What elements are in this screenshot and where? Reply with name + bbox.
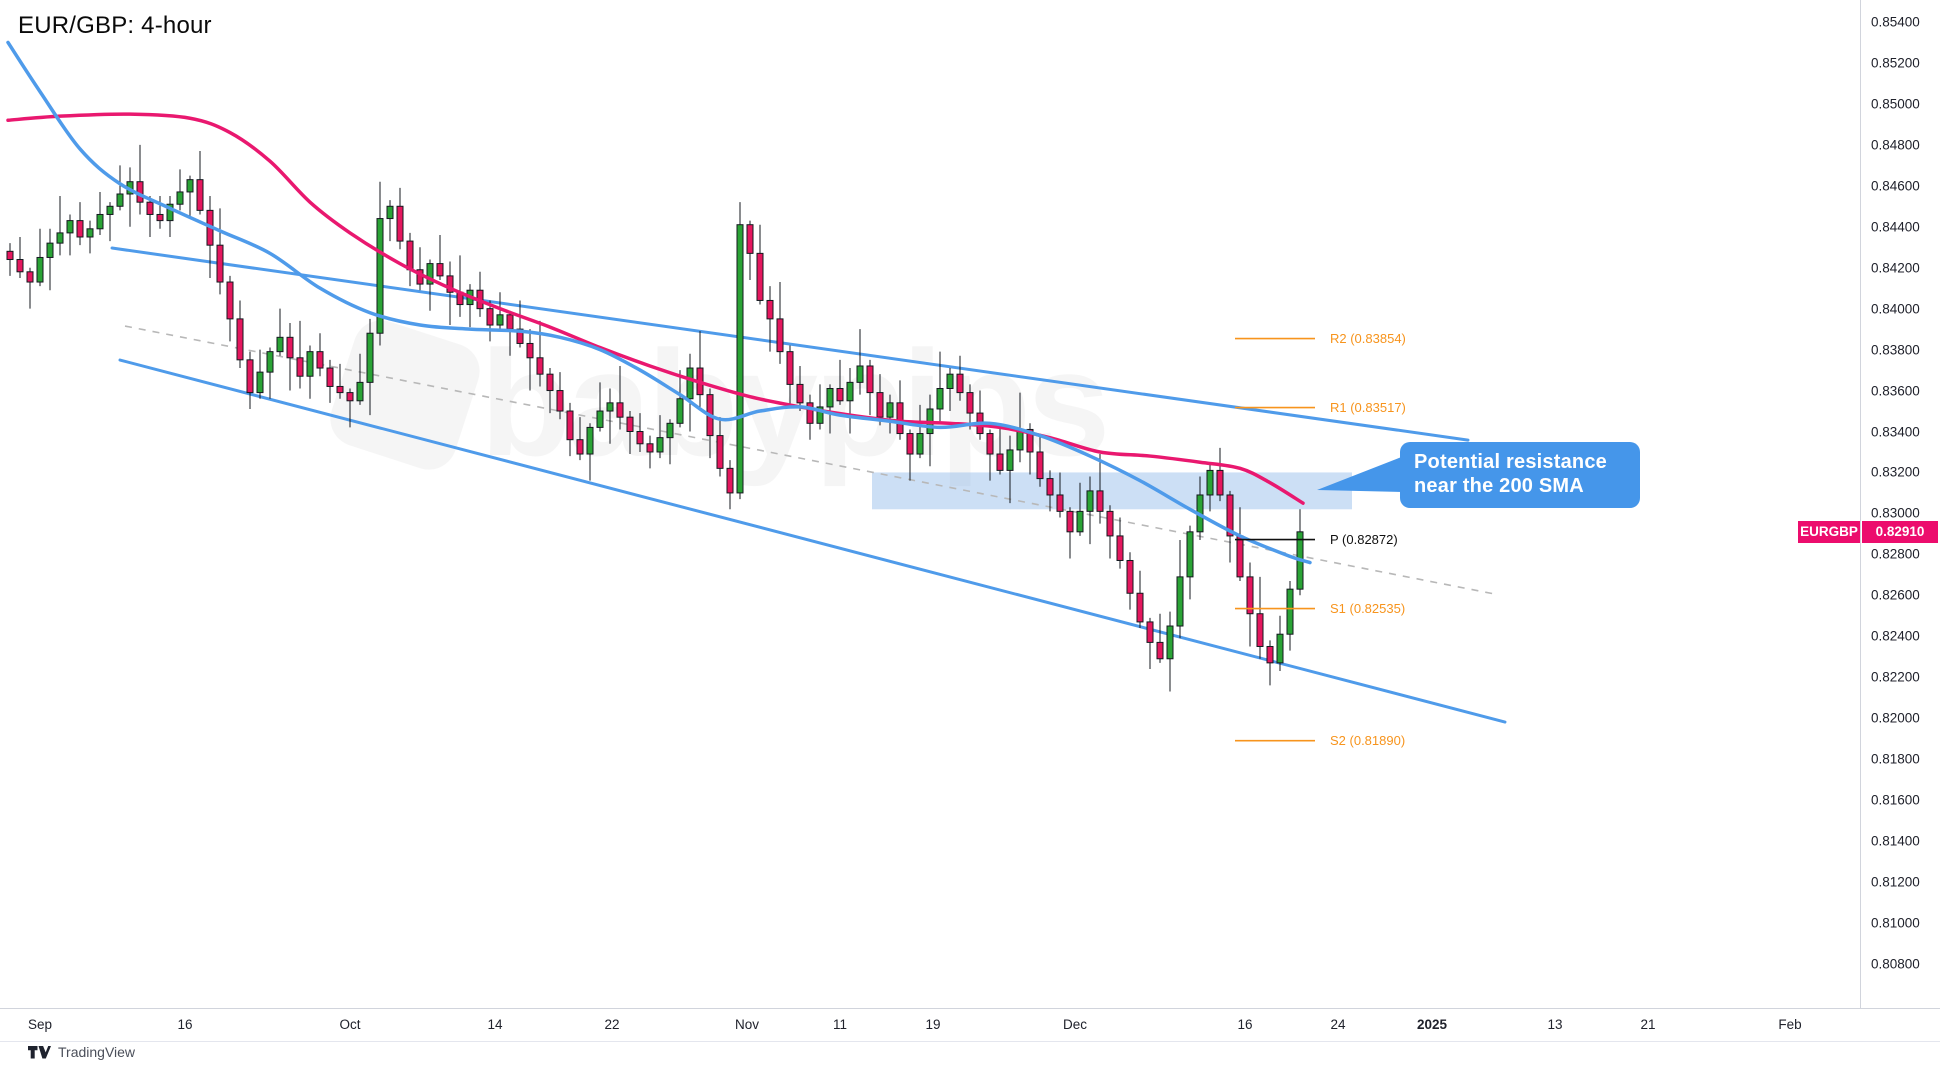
price-axis-label: 0.85000: [1871, 96, 1920, 112]
price-axis-label: 0.83600: [1871, 383, 1920, 399]
price-axis[interactable]: 0.85400 0.85200 0.85000 0.84800 0.84600 0.844…: [1860, 0, 1940, 1008]
sma-50-line[interactable]: [6, 40, 1312, 565]
price-axis-label: 0.82600: [1871, 587, 1920, 603]
svg-text:R2 (0.83854): R2 (0.83854): [1330, 331, 1406, 346]
time-axis-label: 19: [925, 1017, 941, 1032]
svg-text:P (0.82872): P (0.82872): [1330, 532, 1398, 547]
price-axis-label: 0.85200: [1871, 55, 1920, 71]
resistance-zone[interactable]: [872, 472, 1352, 510]
price-axis-label: 0.80800: [1871, 956, 1920, 972]
time-axis-label: 22: [604, 1017, 620, 1032]
channel-lower-trendline[interactable]: [118, 358, 1507, 724]
price-axis-label: 0.81600: [1871, 792, 1920, 808]
last-price-text: 0.82910: [1875, 524, 1925, 540]
pivot-level-S2[interactable]: S2 (0.81890): [1235, 733, 1405, 748]
price-axis-label: 0.85400: [1871, 14, 1920, 30]
price-axis-label: 0.84400: [1871, 219, 1920, 235]
tradingview-brand-text: TradingView: [58, 1044, 136, 1060]
tradingview-logo-icon: [28, 1045, 51, 1058]
annotation-line2: near the 200 SMA: [1414, 475, 1584, 497]
pivot-level-R2[interactable]: R2 (0.83854): [1235, 331, 1406, 346]
channel-median-dashed-line[interactable]: [124, 325, 1496, 595]
price-axis-label: 0.81400: [1871, 833, 1920, 849]
sma-200-line[interactable]: [6, 112, 1305, 505]
pivot-level-S1[interactable]: S1 (0.82535): [1235, 601, 1405, 616]
time-axis-label: Nov: [734, 1017, 760, 1032]
chart-canvas[interactable]: babypips R2 (0.83854) R1 (0.83517) P (0.828…: [0, 0, 1860, 1008]
price-axis-label: 0.83400: [1871, 424, 1920, 439]
babypips-watermark: babypips: [330, 319, 1110, 487]
time-axis-label: 13: [1547, 1017, 1563, 1032]
time-axis-label: 16: [177, 1017, 193, 1032]
time-axis-label: Oct: [339, 1017, 361, 1032]
callout-pointer: [1317, 456, 1404, 492]
pivot-level-R1[interactable]: R1 (0.83517): [1235, 400, 1406, 415]
time-axis-label: Sep: [27, 1017, 53, 1032]
time-axis-label: Feb: [1778, 1017, 1802, 1032]
time-axis-label: 2025: [1416, 1017, 1448, 1032]
pivot-level-P[interactable]: P (0.82872): [1235, 532, 1398, 547]
annotation-line1: Potential resistance: [1414, 451, 1607, 474]
price-axis-label: 0.84600: [1871, 178, 1920, 194]
price-axis-label: 0.84800: [1871, 137, 1920, 153]
time-axis[interactable]: Sep 16 Oct 14 22 Nov 11 19 Dec 16 24 2025 13 21 Feb: [0, 1008, 1940, 1042]
price-axis-label: 0.81800: [1871, 751, 1920, 767]
annotation-callout[interactable]: Potential resistance near the 200 SMA: [1400, 442, 1640, 508]
price-axis-label: 0.81000: [1871, 915, 1920, 931]
svg-text:S2 (0.81890): S2 (0.81890): [1330, 733, 1405, 748]
time-axis-label: 21: [1640, 1017, 1656, 1032]
price-axis-label: 0.84200: [1871, 260, 1920, 276]
price-axis-label: 0.83800: [1871, 342, 1920, 358]
price-axis-label: 0.83200: [1871, 464, 1920, 480]
symbol-tag-text: EURGBP: [1800, 524, 1858, 540]
chart-title: EUR/GBP: 4-hour: [18, 12, 212, 39]
svg-text:S1 (0.82535): S1 (0.82535): [1330, 601, 1405, 616]
price-axis-label: 0.82400: [1871, 628, 1920, 644]
symbol-tag: EURGBP: [1798, 520, 1860, 543]
time-axis-label: Dec: [1062, 1017, 1088, 1032]
svg-text:R1 (0.83517): R1 (0.83517): [1330, 400, 1406, 415]
price-axis-label: 0.83000: [1871, 505, 1920, 521]
time-axis-label: 14: [487, 1017, 503, 1032]
time-axis-label: 24: [1330, 1017, 1346, 1032]
last-price-tag: 0.82910: [1862, 520, 1938, 543]
time-axis-label: 16: [1237, 1017, 1253, 1032]
tradingview-attribution[interactable]: TradingView: [28, 1044, 135, 1060]
svg-text:babypips: babypips: [480, 319, 1106, 487]
price-axis-label: 0.82000: [1871, 710, 1920, 726]
time-axis-label: 11: [832, 1017, 848, 1032]
price-axis-label: 0.84000: [1871, 301, 1920, 317]
candlestick-series: [6, 144, 1304, 692]
price-axis-label: 0.81200: [1871, 874, 1920, 890]
price-axis-label: 0.82800: [1871, 546, 1920, 562]
price-axis-label: 0.82200: [1871, 669, 1920, 685]
